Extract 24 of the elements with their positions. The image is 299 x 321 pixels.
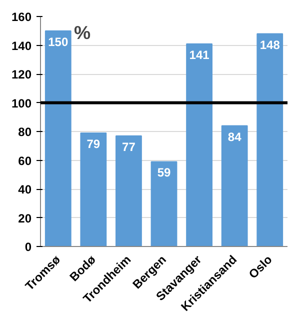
- data-label: 59: [157, 166, 171, 180]
- data-label: 148: [260, 38, 280, 52]
- bar: [150, 161, 178, 246]
- data-label: 79: [86, 136, 100, 151]
- data-label: 84: [228, 130, 242, 144]
- y-tick-label: 80: [18, 125, 32, 139]
- bar: [116, 135, 142, 246]
- y-tick-label: 40: [18, 182, 32, 196]
- bar: [256, 33, 284, 246]
- data-label: 150: [48, 34, 68, 49]
- y-tick-label: 160: [11, 10, 32, 24]
- data-label: 141: [189, 48, 210, 62]
- bar: [221, 125, 248, 246]
- bar: [186, 43, 212, 246]
- bar: [80, 132, 107, 246]
- annotation: %: [74, 22, 92, 44]
- y-tick-label: 140: [11, 38, 32, 53]
- y-tick-label: 100: [11, 96, 32, 110]
- y-tick-label: 60: [18, 154, 32, 168]
- data-label: 77: [122, 140, 136, 154]
- y-tick-label: 0: [24, 240, 32, 254]
- bar: [44, 30, 72, 246]
- y-tick-label: 120: [11, 68, 32, 82]
- y-tick-label: 20: [18, 211, 32, 226]
